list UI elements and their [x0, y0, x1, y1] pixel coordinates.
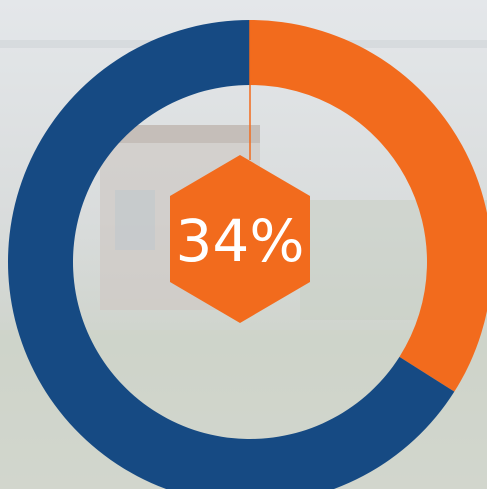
label-hexagon: [170, 155, 310, 323]
donut: [8, 20, 487, 489]
value-label: 34%: [176, 207, 305, 275]
donut-segment: [8, 20, 455, 489]
donut-segment: [250, 20, 487, 392]
